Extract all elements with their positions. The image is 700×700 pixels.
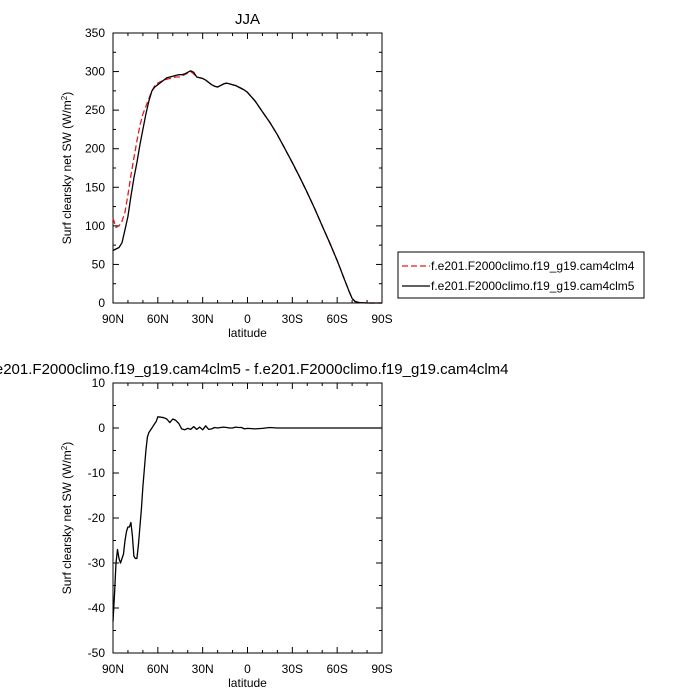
series-line-1	[112, 416, 382, 622]
y-axis-label-text: Surf clearsky net SW (W/m	[60, 100, 74, 244]
plot-frame	[112, 32, 383, 304]
plot-frame	[112, 382, 383, 654]
x-axis-label: latitude	[228, 326, 267, 340]
y-axis-label: Surf clearsky net SW (W/m2)	[60, 92, 75, 244]
x-tick-label: 30S	[282, 662, 303, 676]
x-tick-label: 30S	[282, 312, 303, 326]
legend: f.e201.F2000climo.f19_g19.cam4clm4 f.e201…	[397, 251, 645, 299]
x-tick-label: 30N	[192, 312, 214, 326]
y-axis-label-text: Surf clearsky net SW (W/m	[60, 450, 74, 594]
series-line-1	[112, 70, 382, 304]
x-tick-label: 90N	[102, 312, 124, 326]
y-tick-label: 0	[98, 421, 105, 435]
x-tick-label: 60N	[147, 662, 169, 676]
x-tick-label: 60S	[326, 662, 347, 676]
y-axis-label-end: )	[60, 92, 74, 96]
y-axis-label-end: )	[60, 442, 74, 446]
legend-box	[397, 251, 645, 299]
x-tick-label: 60N	[147, 312, 169, 326]
y-tick-label: 200	[85, 142, 105, 156]
y-tick-label: 0	[98, 296, 105, 310]
y-tick-label: 50	[92, 257, 106, 271]
top-panel-chart: JJA 90N 60N 30N 0 30S 60S 90S 0 50 100 150 200 250 300…	[60, 11, 393, 340]
x-tick-label: 0	[244, 312, 251, 326]
x-tick-label: 90S	[371, 312, 392, 326]
y-tick-label: 100	[85, 219, 105, 233]
x-tick-label: 90N	[102, 662, 124, 676]
y-axis-label-sup: 2	[60, 445, 69, 450]
y-tick-label: 300	[85, 65, 105, 79]
legend-label-1: f.e201.F2000climo.f19_g19.cam4clm4	[431, 259, 635, 273]
y-tick-label: -40	[88, 601, 106, 615]
y-axis-label: Surf clearsky net SW (W/m2)	[60, 442, 75, 594]
y-tick-label: -50	[88, 646, 106, 660]
x-tick-label: 90S	[371, 662, 392, 676]
y-tick-label: -20	[88, 511, 106, 525]
y-tick-label: -10	[88, 466, 106, 480]
y-tick-label: -30	[88, 556, 106, 570]
y-axis-label-sup: 2	[60, 95, 69, 100]
y-tick-label: 150	[85, 180, 105, 194]
chart-title: JJA	[235, 11, 260, 28]
x-tick-label: 0	[244, 662, 251, 676]
bottom-panel-chart: f.e201.F2000climo.f19_g19.cam4clm5 - f.e…	[0, 361, 508, 690]
legend-label-2: f.e201.F2000climo.f19_g19.cam4clm5	[431, 279, 635, 293]
series-line-2	[112, 70, 382, 304]
x-axis-label: latitude	[228, 676, 267, 690]
y-tick-label: 250	[85, 103, 105, 117]
x-tick-label: 30N	[192, 662, 214, 676]
y-tick-label: 10	[92, 376, 106, 390]
x-tick-label: 60S	[326, 312, 347, 326]
y-tick-label: 350	[85, 26, 105, 40]
chart-title: f.e201.F2000climo.f19_g19.cam4clm5 - f.e…	[0, 361, 508, 378]
